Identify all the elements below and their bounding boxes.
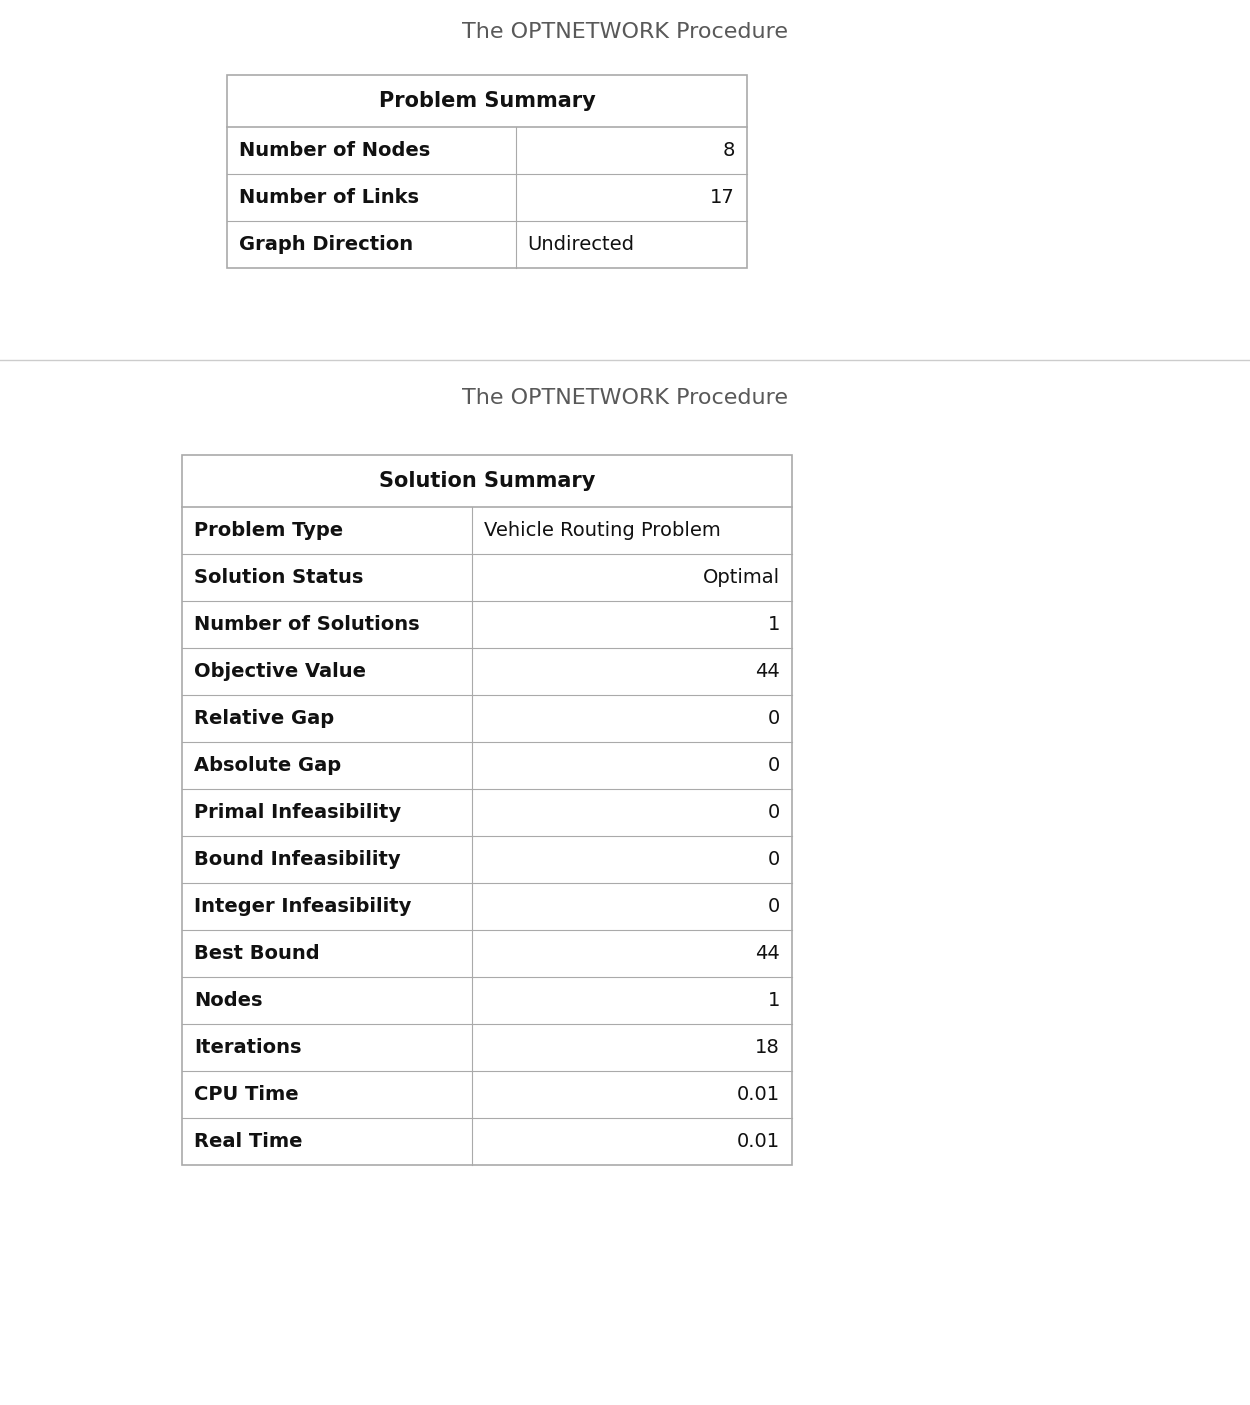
Text: Best Bound: Best Bound (194, 944, 320, 962)
Bar (228, 74, 748, 268)
Text: 0: 0 (768, 896, 780, 916)
Text: Nodes: Nodes (194, 991, 262, 1010)
Text: The OPTNETWORK Procedure: The OPTNETWORK Procedure (462, 388, 788, 407)
Text: The OPTNETWORK Procedure: The OPTNETWORK Procedure (462, 22, 788, 42)
Text: Real Time: Real Time (194, 1132, 302, 1151)
Text: Graph Direction: Graph Direction (239, 235, 412, 254)
Text: 0: 0 (768, 804, 780, 822)
Text: Solution Status: Solution Status (194, 568, 364, 587)
Text: Number of Solutions: Number of Solutions (194, 615, 420, 634)
Text: Objective Value: Objective Value (194, 662, 366, 681)
Text: Undirected: Undirected (528, 235, 635, 254)
Text: 1: 1 (768, 991, 780, 1010)
Text: Iterations: Iterations (194, 1038, 301, 1057)
Text: 44: 44 (755, 662, 780, 681)
Text: Problem Summary: Problem Summary (379, 91, 595, 111)
Text: Relative Gap: Relative Gap (194, 710, 334, 728)
Text: Number of Nodes: Number of Nodes (239, 140, 430, 160)
Text: Integer Infeasibility: Integer Infeasibility (194, 896, 411, 916)
Text: 0.01: 0.01 (738, 1132, 780, 1151)
Text: Vehicle Routing Problem: Vehicle Routing Problem (484, 521, 720, 540)
Text: 0: 0 (768, 850, 780, 870)
Text: 44: 44 (755, 944, 780, 962)
Text: Primal Infeasibility: Primal Infeasibility (194, 804, 401, 822)
Text: 0: 0 (768, 756, 780, 776)
Text: Number of Links: Number of Links (239, 188, 419, 207)
Bar (182, 455, 792, 1165)
Text: 8: 8 (722, 140, 735, 160)
Text: Problem Type: Problem Type (194, 521, 342, 540)
Text: Absolute Gap: Absolute Gap (194, 756, 341, 776)
Text: 18: 18 (755, 1038, 780, 1057)
Text: 0: 0 (768, 710, 780, 728)
Text: 1: 1 (768, 615, 780, 634)
Text: 17: 17 (710, 188, 735, 207)
Text: Optimal: Optimal (703, 568, 780, 587)
Text: CPU Time: CPU Time (194, 1085, 299, 1104)
Text: 0.01: 0.01 (738, 1085, 780, 1104)
Text: Solution Summary: Solution Summary (379, 471, 595, 490)
Text: Bound Infeasibility: Bound Infeasibility (194, 850, 400, 870)
